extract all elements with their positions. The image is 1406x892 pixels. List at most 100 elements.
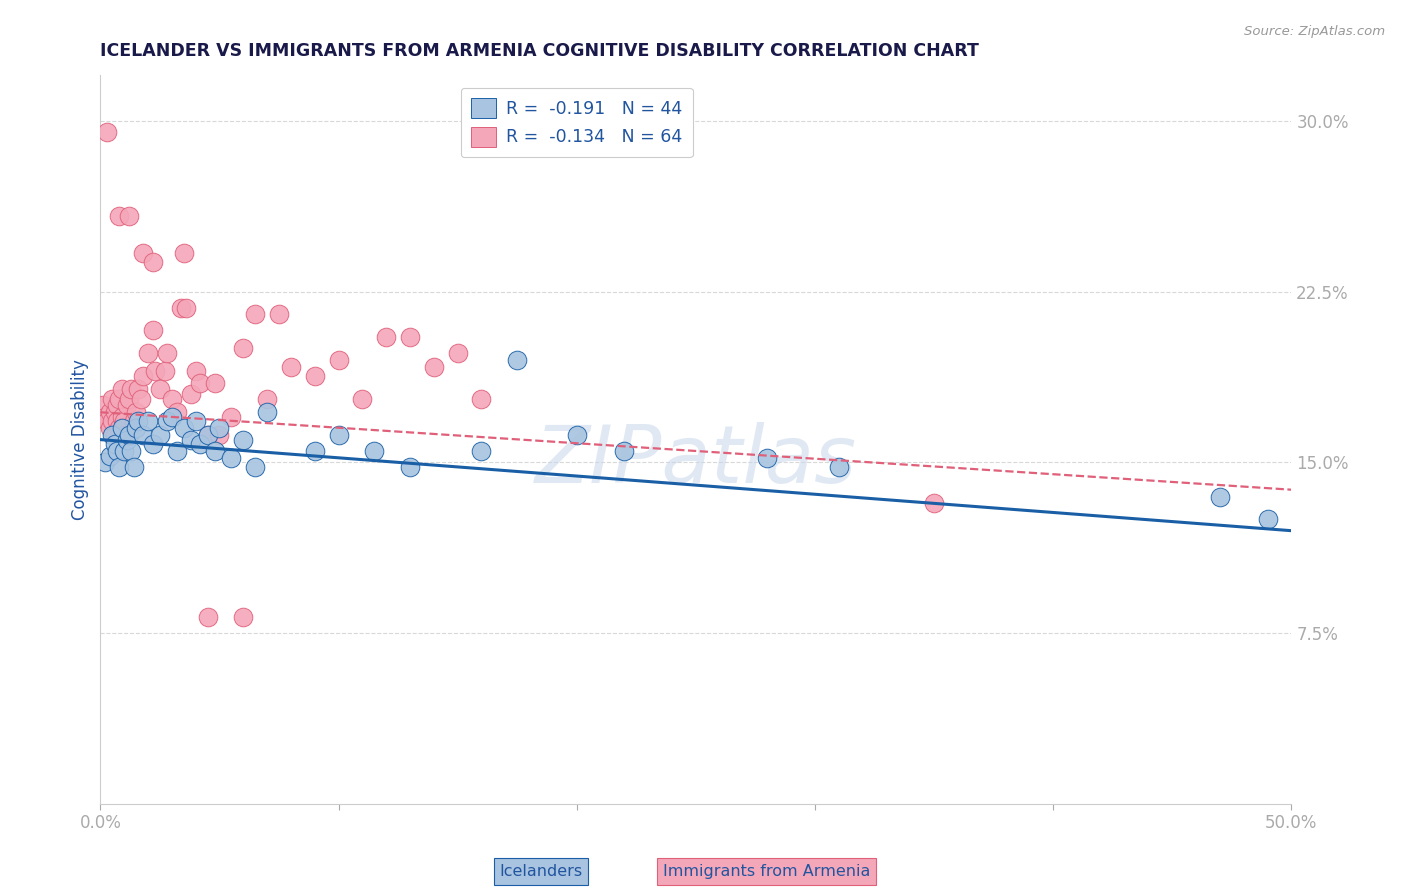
Point <box>304 368 326 383</box>
Point <box>221 409 243 424</box>
Text: ICELANDER VS IMMIGRANTS FROM ARMENIA COGNITIVE DISABILITY CORRELATION CHART: ICELANDER VS IMMIGRANTS FROM ARMENIA COG… <box>100 42 979 60</box>
Point <box>105 444 128 458</box>
Point <box>173 421 195 435</box>
Point <box>111 409 134 424</box>
Point <box>108 421 131 435</box>
Point <box>118 392 141 406</box>
Point <box>204 376 226 390</box>
Point <box>180 387 202 401</box>
Point <box>156 346 179 360</box>
Point <box>423 359 446 374</box>
Point <box>352 392 374 406</box>
Point <box>153 364 176 378</box>
Point <box>197 428 219 442</box>
Point <box>108 210 131 224</box>
Text: Immigrants from Armenia: Immigrants from Armenia <box>662 864 870 879</box>
Point <box>174 301 197 315</box>
Point <box>105 399 128 413</box>
Point <box>232 433 254 447</box>
Point <box>470 444 492 458</box>
Point <box>197 610 219 624</box>
Point <box>149 428 172 442</box>
Point <box>399 459 422 474</box>
Point <box>756 450 779 465</box>
Point <box>613 444 636 458</box>
Point <box>221 450 243 465</box>
Point <box>304 444 326 458</box>
Point <box>375 330 398 344</box>
Point <box>142 323 165 337</box>
Point <box>104 428 127 442</box>
Point <box>184 414 207 428</box>
Point <box>115 433 138 447</box>
Point <box>96 414 118 428</box>
Point <box>111 421 134 435</box>
Point <box>136 414 159 428</box>
Y-axis label: Cognitive Disability: Cognitive Disability <box>72 359 89 520</box>
Point <box>184 364 207 378</box>
Point <box>129 392 152 406</box>
Point <box>105 414 128 428</box>
Point <box>197 428 219 442</box>
Point <box>125 421 148 435</box>
Point <box>160 409 183 424</box>
Point <box>328 352 350 367</box>
Point <box>173 245 195 260</box>
Point <box>280 359 302 374</box>
Point <box>1209 490 1232 504</box>
Point <box>828 459 851 474</box>
Point <box>96 125 118 139</box>
Point <box>142 437 165 451</box>
Point <box>132 368 155 383</box>
Point <box>232 342 254 356</box>
Point <box>565 428 588 442</box>
Point <box>166 405 188 419</box>
Point <box>180 433 202 447</box>
Point <box>101 392 124 406</box>
Point <box>111 383 134 397</box>
Point <box>1257 512 1279 526</box>
Point <box>91 399 114 413</box>
Point <box>446 346 468 360</box>
Point <box>120 383 142 397</box>
Point <box>127 414 149 428</box>
Point <box>122 414 145 428</box>
Point <box>256 392 278 406</box>
Point <box>190 376 212 390</box>
Text: ZIPatlas: ZIPatlas <box>534 423 856 500</box>
Point <box>101 414 124 428</box>
Point <box>267 307 290 321</box>
Point <box>112 444 135 458</box>
Point <box>149 383 172 397</box>
Point <box>243 307 266 321</box>
Point <box>470 392 492 406</box>
Point <box>922 496 945 510</box>
Point <box>208 421 231 435</box>
Point <box>243 459 266 474</box>
Point <box>160 392 183 406</box>
Point <box>104 437 127 451</box>
Point <box>125 405 148 419</box>
Point <box>136 346 159 360</box>
Point <box>101 428 124 442</box>
Point <box>190 437 212 451</box>
Point <box>328 428 350 442</box>
Text: Source: ZipAtlas.com: Source: ZipAtlas.com <box>1244 25 1385 38</box>
Point <box>170 301 193 315</box>
Point <box>112 414 135 428</box>
Point <box>120 444 142 458</box>
Point <box>232 610 254 624</box>
Point <box>118 428 141 442</box>
Point <box>122 459 145 474</box>
Point <box>363 444 385 458</box>
Point <box>208 428 231 442</box>
Point <box>98 405 121 419</box>
Point <box>94 409 117 424</box>
Point <box>132 245 155 260</box>
Point <box>104 405 127 419</box>
Point <box>118 210 141 224</box>
Point <box>98 421 121 435</box>
Point <box>108 392 131 406</box>
Point <box>127 383 149 397</box>
Legend: R =  -0.191   N = 44, R =  -0.134   N = 64: R = -0.191 N = 44, R = -0.134 N = 64 <box>461 87 693 157</box>
